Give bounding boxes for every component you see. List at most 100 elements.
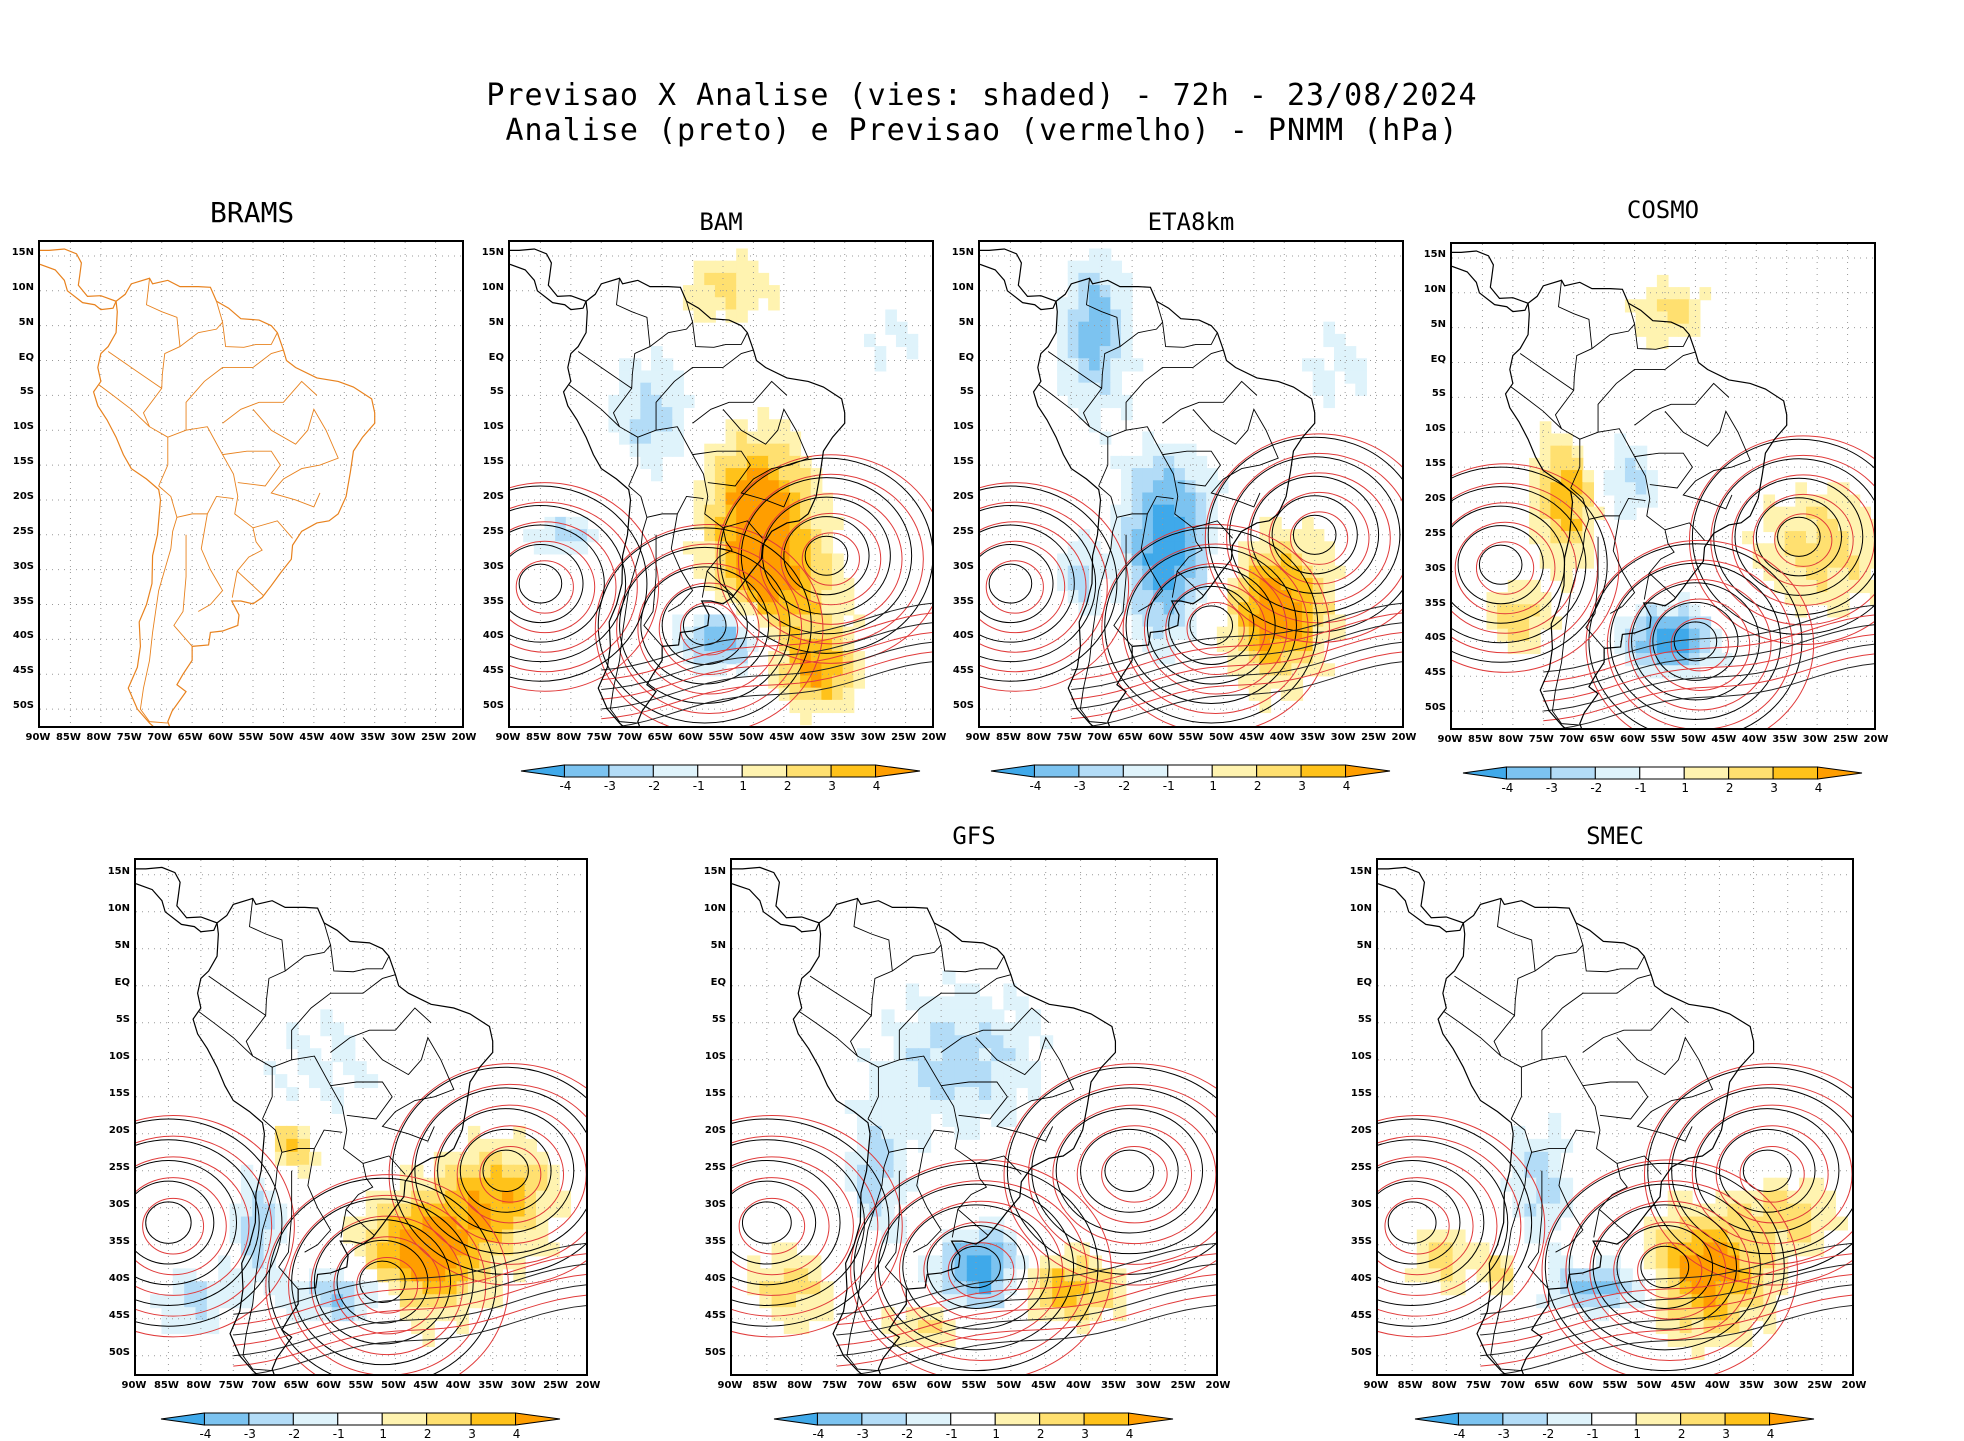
lon-tick-label: 50W xyxy=(996,1380,1022,1391)
lat-tick-label: 20S xyxy=(482,490,504,502)
bias-cell xyxy=(320,1307,333,1322)
colorbar-swatch xyxy=(990,764,1035,778)
bias-cell xyxy=(1152,455,1165,470)
colorbar-label: 3 xyxy=(1081,1427,1089,1441)
bias-cell xyxy=(991,1009,1005,1024)
colorbar-swatch xyxy=(1300,764,1347,778)
bias-cell xyxy=(1428,1229,1442,1244)
bias-cell xyxy=(1067,370,1080,384)
bias-cell xyxy=(661,419,674,433)
lon-tick-label: 65W xyxy=(647,732,673,743)
bias-cell xyxy=(1184,480,1197,494)
bias-cell xyxy=(1099,553,1112,567)
bias-cell xyxy=(1120,346,1133,360)
bias-cell xyxy=(1099,285,1112,299)
bias-cell xyxy=(1064,1281,1078,1296)
bias-cell xyxy=(693,309,706,323)
bias-cell xyxy=(331,1022,345,1037)
bias-cell xyxy=(1120,272,1133,287)
bias-cell xyxy=(1486,592,1499,606)
bias-cell xyxy=(746,431,759,445)
bias-cell xyxy=(1067,285,1080,299)
bias-cell xyxy=(1464,1255,1478,1270)
bias-cell xyxy=(422,1255,435,1270)
bias-cell xyxy=(1110,504,1122,518)
bias-cell xyxy=(1195,480,1208,494)
lon-tick-label: 35W xyxy=(1772,734,1798,745)
bias-cell xyxy=(650,407,663,421)
bias-cell xyxy=(274,1138,288,1153)
colorbar-label: -4 xyxy=(559,779,572,793)
bias-cell xyxy=(1248,626,1261,640)
bias-cell xyxy=(1703,1242,1717,1257)
bias-cell xyxy=(1488,1255,1502,1270)
bias-cell xyxy=(1795,482,1807,496)
bias-cell xyxy=(513,1190,526,1205)
bias-cell xyxy=(524,1151,537,1166)
bias-cell xyxy=(1120,333,1133,348)
bias-cell xyxy=(308,1151,322,1166)
bias-cell xyxy=(768,590,780,604)
bias-cell xyxy=(778,529,791,543)
bias-cell xyxy=(1775,1255,1789,1270)
bias-cell xyxy=(881,1125,895,1140)
bias-cell xyxy=(1848,518,1861,533)
bias-cell xyxy=(206,1320,220,1335)
coastline xyxy=(510,248,846,726)
bias-cell xyxy=(1859,531,1871,545)
bias-cell xyxy=(682,394,695,409)
bias-cell xyxy=(1131,492,1144,506)
colorbar-label: 4 xyxy=(1766,1427,1775,1441)
bias-cell xyxy=(1174,443,1186,457)
bias-cell xyxy=(1560,1138,1574,1153)
bias-cell xyxy=(736,468,748,482)
bias-cell xyxy=(1614,482,1626,496)
bias-cell xyxy=(1524,1151,1538,1166)
colorbar-swatch xyxy=(426,1412,472,1426)
bias-cell xyxy=(1751,1268,1765,1283)
bias-cell xyxy=(524,1242,537,1257)
bias-cell xyxy=(789,699,802,714)
bias-cell xyxy=(736,492,748,506)
lon-tick-label: 70W xyxy=(147,732,173,743)
bias-cell xyxy=(456,1320,469,1335)
bias-cell xyxy=(1015,1022,1029,1037)
bias-cell xyxy=(422,1190,435,1205)
bias-cell xyxy=(704,651,716,665)
bias-cell xyxy=(1497,604,1509,618)
bias-cell xyxy=(1827,494,1839,508)
bias-cell xyxy=(842,663,855,677)
bias-cell xyxy=(736,443,748,457)
bias-cell xyxy=(789,626,802,640)
bias-cell xyxy=(746,297,759,311)
lon-tick-label: 75W xyxy=(1465,1380,1491,1391)
bias-cell xyxy=(467,1151,481,1166)
bias-cell xyxy=(661,358,674,372)
bias-cell xyxy=(1076,1255,1090,1270)
bias-cell xyxy=(1823,1190,1837,1205)
bias-cell xyxy=(800,602,812,616)
bias-cell xyxy=(1827,518,1839,533)
bias-cell xyxy=(778,516,791,531)
bias-cell xyxy=(1550,470,1563,484)
bias-cell xyxy=(893,1061,907,1076)
bias-cell xyxy=(308,1048,322,1063)
bias-cell xyxy=(1656,616,1669,630)
bias-cell xyxy=(240,1268,254,1283)
bias-cell xyxy=(917,1035,932,1050)
bias-cell xyxy=(1344,346,1357,360)
colorbar-label: 2 xyxy=(783,779,792,793)
bias-cell xyxy=(1184,590,1197,604)
bias-cell xyxy=(881,1112,895,1127)
bias-cell xyxy=(1227,663,1240,677)
bias-cell xyxy=(1518,640,1531,655)
bias-cell xyxy=(1795,579,1807,594)
bias-cell xyxy=(917,1022,932,1037)
bias-cell xyxy=(1099,309,1112,323)
bias-cell xyxy=(714,651,727,665)
bias-cell xyxy=(1174,504,1186,518)
lon-tick-label: 75W xyxy=(218,1380,244,1391)
bias-cell xyxy=(757,602,770,616)
bias-cell xyxy=(297,1061,310,1076)
lat-tick-label: 45S xyxy=(952,665,974,677)
